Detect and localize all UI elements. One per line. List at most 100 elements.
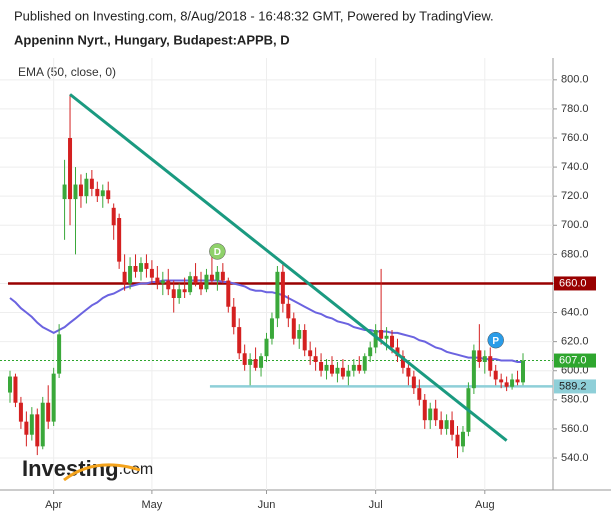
candle-body — [51, 373, 56, 422]
candle-body — [155, 277, 160, 284]
candle-body — [460, 431, 465, 447]
candle-body — [329, 364, 334, 374]
x-tick-label: Apr — [45, 499, 62, 511]
x-tick-label: Aug — [475, 499, 495, 511]
candle-body — [439, 420, 444, 429]
candle-body — [493, 370, 498, 380]
event-marker — [487, 331, 504, 349]
candle-body — [395, 347, 400, 357]
chart-title: Appeninn Nyrt., Hungary, Budapest:APPB, … — [14, 32, 290, 47]
candle-body — [209, 274, 214, 281]
x-tick-label: Jun — [258, 499, 276, 511]
candle-body — [482, 356, 487, 362]
candle-body — [521, 360, 525, 383]
candle-body — [499, 379, 504, 383]
candle-body — [182, 289, 187, 293]
candle-body — [297, 330, 302, 339]
last-price-label: 607.0 — [559, 354, 587, 366]
candle-body — [100, 190, 105, 197]
event-marker-label: D — [214, 247, 221, 258]
candle-body — [215, 271, 220, 281]
candle-body — [188, 276, 193, 293]
candle-body — [357, 364, 362, 371]
candle-body — [128, 266, 133, 284]
candle-body — [78, 184, 83, 197]
candle-body — [193, 276, 198, 284]
candle-body — [231, 306, 236, 328]
candle-body — [269, 318, 274, 339]
level-label: 660.0 — [559, 277, 587, 289]
candle-body — [253, 359, 258, 368]
candle-body — [237, 327, 242, 354]
candle-body — [411, 376, 416, 389]
candle-body — [515, 379, 520, 383]
candle-body — [13, 376, 18, 403]
x-tick-label: Jul — [369, 499, 383, 511]
x-tick-label: May — [142, 499, 163, 511]
candle-body — [199, 283, 204, 290]
candle-body — [433, 408, 438, 421]
y-tick-label: 720.0 — [561, 190, 589, 202]
candle-body — [504, 382, 509, 387]
candle-body — [450, 420, 455, 435]
candle-body — [57, 334, 62, 374]
candle-body — [280, 271, 285, 304]
candle-body — [351, 364, 356, 371]
candle-body — [226, 280, 231, 307]
y-tick-label: 760.0 — [561, 132, 589, 144]
y-tick-label: 600.0 — [561, 365, 589, 377]
candle-body — [368, 347, 373, 357]
candle-body — [117, 218, 122, 262]
candle-body — [29, 414, 34, 435]
candle-body — [160, 280, 165, 284]
logo-swoosh — [63, 463, 141, 482]
y-tick-label: 540.0 — [561, 452, 589, 464]
candle-body — [149, 268, 154, 278]
y-tick-label: 680.0 — [561, 248, 589, 260]
candle-body — [73, 184, 78, 200]
candle-body — [477, 350, 482, 362]
candle-body — [24, 421, 29, 435]
candle-body — [384, 335, 389, 339]
candle-body — [379, 330, 384, 339]
last-price-box — [554, 353, 596, 368]
ema-line — [9, 279, 523, 363]
candle-body — [68, 138, 73, 200]
candle-body — [510, 379, 515, 387]
y-tick-label: 640.0 — [561, 306, 589, 318]
candle-body — [275, 271, 280, 319]
candle-body — [291, 318, 296, 339]
candle-body — [373, 330, 378, 348]
candle-body — [422, 399, 427, 421]
y-tick-label: 580.0 — [561, 394, 589, 406]
candle-body — [138, 263, 143, 272]
candle-body — [177, 289, 182, 298]
candle-body — [242, 353, 247, 365]
candle-body — [400, 356, 405, 368]
candle-body — [95, 188, 100, 197]
level-label-box — [554, 276, 596, 291]
candle-body — [346, 370, 351, 377]
candle-body — [111, 207, 116, 226]
y-tick-label: 800.0 — [561, 74, 589, 86]
y-tick-label: 780.0 — [561, 103, 589, 115]
candle-body — [8, 376, 12, 393]
publisher-note: Published on Investing.com, 8/Aug/2018 -… — [14, 8, 494, 23]
candle-body — [471, 350, 476, 389]
candle-body — [18, 402, 23, 422]
level-label: 589.2 — [559, 380, 587, 392]
candle-body — [286, 303, 291, 319]
y-tick-label: 740.0 — [561, 161, 589, 173]
candle-body — [166, 280, 171, 290]
candle-body — [89, 178, 94, 189]
candle-body — [444, 420, 449, 429]
candle-body — [204, 274, 209, 290]
level-label-box — [554, 379, 596, 394]
indicator-label: EMA (50, close, 0) — [18, 65, 116, 79]
candle-body — [335, 367, 340, 374]
candle-body — [340, 367, 345, 377]
y-tick-label: 560.0 — [561, 423, 589, 435]
candle-body — [417, 388, 422, 400]
candle-body — [264, 338, 269, 357]
candle-body — [171, 289, 176, 298]
